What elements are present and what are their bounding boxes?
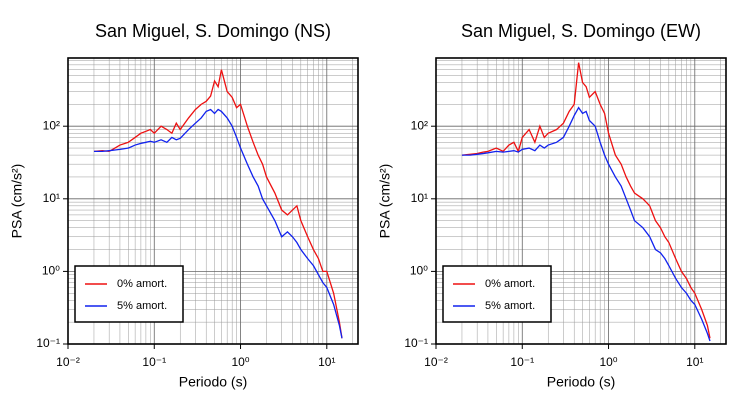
x-tick-label: 10⁰ bbox=[599, 355, 617, 369]
series-line bbox=[93, 108, 343, 339]
series-line bbox=[461, 106, 711, 342]
y-tick-label: 10² bbox=[411, 118, 428, 132]
x-tick-label: 10⁻¹ bbox=[142, 355, 166, 369]
y-tick-label: 10⁻¹ bbox=[36, 336, 60, 350]
x-axis-label: Periodo (s) bbox=[179, 374, 247, 390]
y-tick-label: 10¹ bbox=[43, 191, 60, 205]
chart-title: San Miguel, S. Domingo (EW) bbox=[461, 21, 701, 41]
y-tick-label: 10⁰ bbox=[42, 264, 60, 278]
x-tick-label: 10⁻¹ bbox=[510, 355, 534, 369]
plot-frame bbox=[435, 57, 727, 345]
y-tick-label: 10¹ bbox=[411, 191, 428, 205]
x-tick-label: 10⁰ bbox=[231, 355, 249, 369]
legend-label: 5% amort. bbox=[117, 300, 167, 312]
x-tick-label: 10¹ bbox=[686, 355, 703, 369]
legend-label: 5% amort. bbox=[485, 300, 535, 312]
y-tick-label: 10² bbox=[43, 118, 60, 132]
legend-box bbox=[442, 265, 552, 323]
y-axis-label: PSA (cm/s²) bbox=[377, 164, 393, 239]
x-axis-label: Periodo (s) bbox=[547, 374, 615, 390]
x-tick-label: 10⁻² bbox=[56, 355, 80, 369]
y-tick-label: 10⁻¹ bbox=[404, 336, 428, 350]
series-line bbox=[93, 69, 343, 339]
x-tick-label: 10¹ bbox=[318, 355, 335, 369]
y-tick-label: 10⁰ bbox=[410, 264, 428, 278]
chart-title: San Miguel, S. Domingo (NS) bbox=[95, 21, 331, 41]
legend-label: 0% amort. bbox=[485, 278, 535, 290]
x-tick-label: 10⁻² bbox=[424, 355, 448, 369]
plot-frame bbox=[67, 57, 359, 345]
legend-box bbox=[74, 265, 184, 323]
series-line bbox=[461, 62, 711, 339]
legend-label: 0% amort. bbox=[117, 278, 167, 290]
y-axis-label: PSA (cm/s²) bbox=[9, 164, 25, 239]
